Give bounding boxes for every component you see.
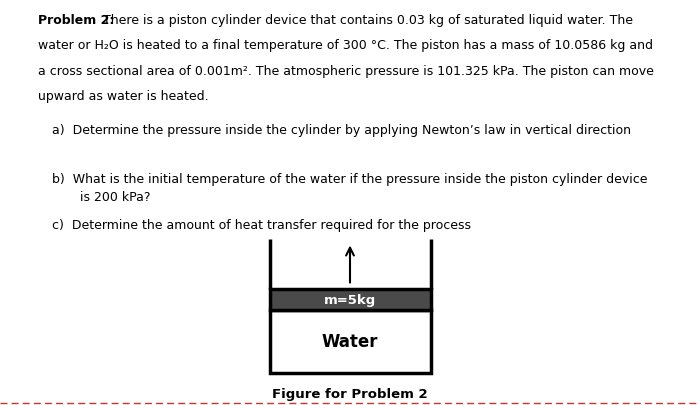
Text: b)  What is the initial temperature of the water if the pressure inside the pist: b) What is the initial temperature of th… [52,172,648,185]
Text: m=5kg: m=5kg [324,293,376,306]
Text: Problem 2:: Problem 2: [38,14,115,27]
Text: a cross sectional area of 0.001m². The atmospheric pressure is 101.325 kPa. The : a cross sectional area of 0.001m². The a… [38,64,654,77]
Text: a)  Determine the pressure inside the cylinder by applying Newton’s law in verti: a) Determine the pressure inside the cyl… [52,124,631,136]
Text: is 200 kPa?: is 200 kPa? [52,190,151,203]
Text: c)  Determine the amount of heat transfer required for the process: c) Determine the amount of heat transfer… [52,219,472,232]
Text: Figure for Problem 2: Figure for Problem 2 [272,387,428,400]
Text: There is a piston cylinder device that contains 0.03 kg of saturated liquid wate: There is a piston cylinder device that c… [99,14,634,27]
Bar [270,290,430,310]
Bar [270,310,430,373]
Text: Water: Water [322,332,378,350]
Text: water or H₂O is heated to a final temperature of 300 °C. The piston has a mass o: water or H₂O is heated to a final temper… [38,39,654,52]
Text: upward as water is heated.: upward as water is heated. [38,90,209,102]
